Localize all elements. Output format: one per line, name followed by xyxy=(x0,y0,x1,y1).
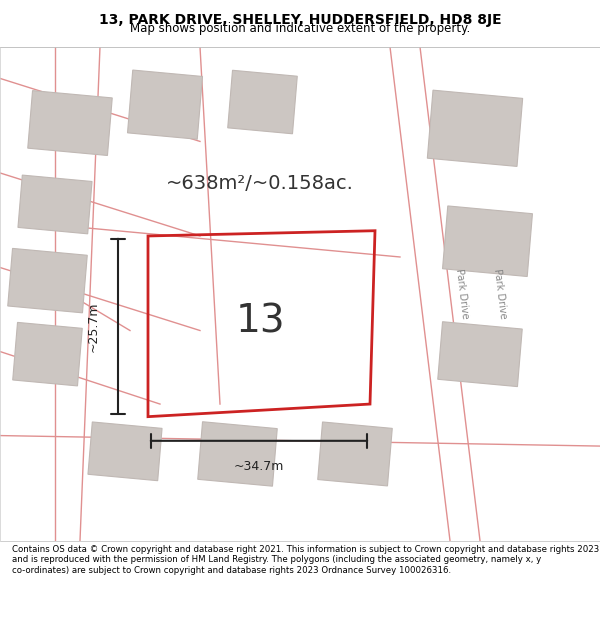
Text: ~34.7m: ~34.7m xyxy=(234,460,284,472)
Polygon shape xyxy=(88,422,162,481)
Text: Contains OS data © Crown copyright and database right 2021. This information is : Contains OS data © Crown copyright and d… xyxy=(12,545,599,574)
Text: 13, PARK DRIVE, SHELLEY, HUDDERSFIELD, HD8 8JE: 13, PARK DRIVE, SHELLEY, HUDDERSFIELD, H… xyxy=(98,13,502,27)
Text: Map shows position and indicative extent of the property.: Map shows position and indicative extent… xyxy=(130,22,470,35)
Polygon shape xyxy=(318,422,392,486)
Text: ~638m²/~0.158ac.: ~638m²/~0.158ac. xyxy=(166,174,354,193)
Polygon shape xyxy=(13,322,82,386)
Polygon shape xyxy=(8,248,87,313)
Text: Park Drive: Park Drive xyxy=(492,268,508,319)
Text: 13: 13 xyxy=(235,303,285,341)
Polygon shape xyxy=(427,90,523,166)
Polygon shape xyxy=(443,206,532,276)
Polygon shape xyxy=(28,91,112,156)
Polygon shape xyxy=(128,70,202,139)
Polygon shape xyxy=(438,322,522,387)
Text: ~25.7m: ~25.7m xyxy=(87,301,100,352)
Text: Park Drive: Park Drive xyxy=(454,268,470,319)
Polygon shape xyxy=(198,422,277,486)
Polygon shape xyxy=(18,175,92,234)
Polygon shape xyxy=(228,70,297,134)
